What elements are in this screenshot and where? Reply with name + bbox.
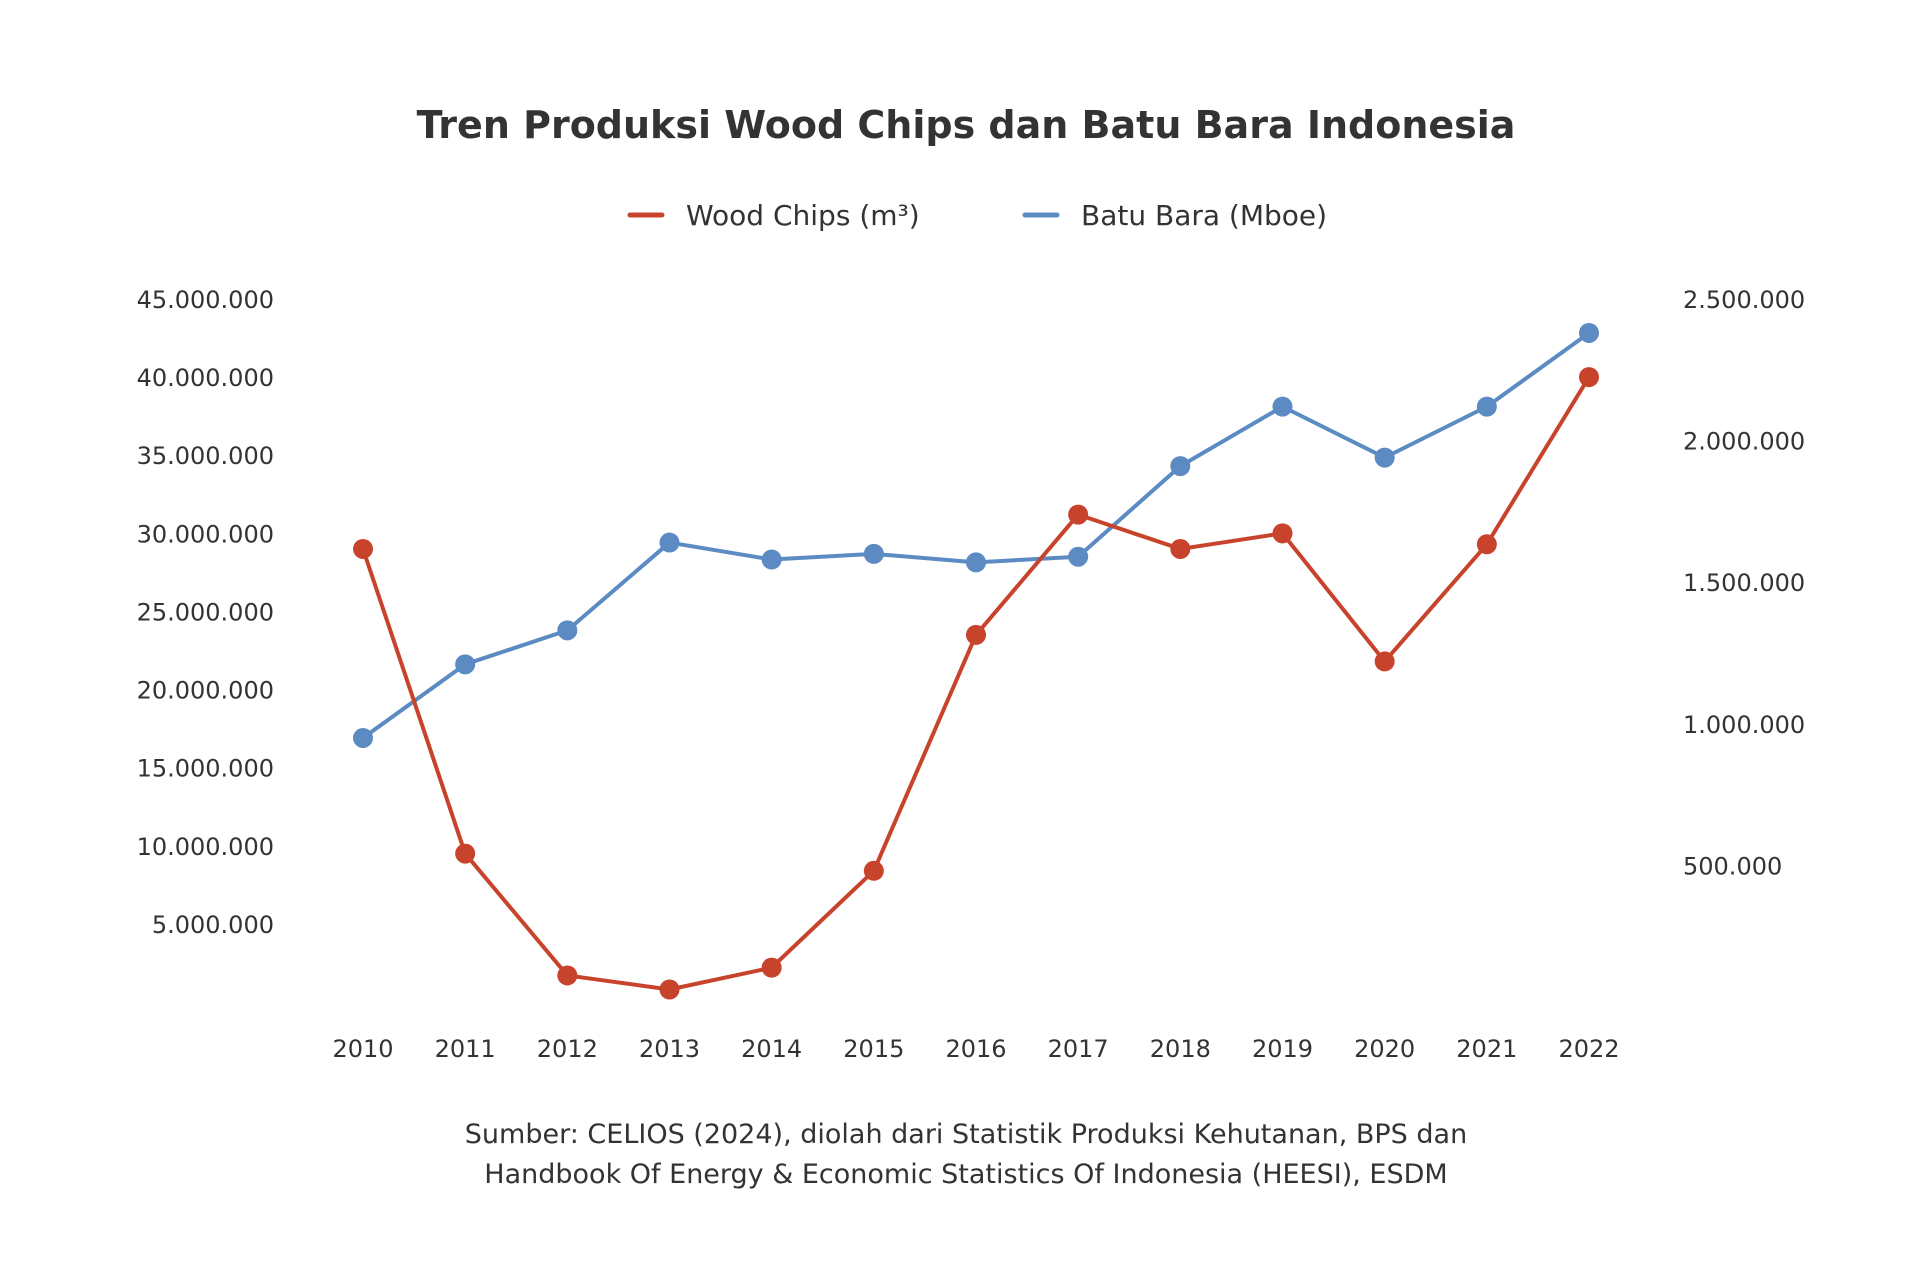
data-point-wood-chips bbox=[557, 965, 578, 986]
y-left-tick-label: 40.000.000 bbox=[137, 364, 274, 392]
series-line-wood-chips bbox=[361, 375, 1591, 992]
x-tick-label: 2011 bbox=[435, 1035, 496, 1063]
x-tick-label: 2013 bbox=[639, 1035, 700, 1063]
x-axis: 2010 2011 2012 2013 2014 2015 2016 2017 2018 2019… bbox=[332, 1035, 1619, 1063]
x-tick-label: 2018 bbox=[1150, 1035, 1211, 1063]
data-point-batu-bara bbox=[761, 549, 782, 570]
data-point-wood-chips bbox=[966, 624, 986, 645]
legend-label-wood-chips: Wood Chips (m³) bbox=[686, 199, 920, 232]
y-left-tick-label: 30.000.000 bbox=[137, 520, 274, 548]
y-left-tick-label: 10.000.000 bbox=[137, 833, 274, 861]
data-point-wood-chips bbox=[1068, 504, 1089, 525]
x-tick-label: 2022 bbox=[1558, 1035, 1619, 1063]
y-left-tick-label: 5.000.000 bbox=[152, 911, 274, 939]
data-point-wood-chips bbox=[353, 538, 373, 559]
data-point-wood-chips bbox=[761, 957, 782, 978]
data-point-batu-bara bbox=[1068, 546, 1089, 567]
y-left-tick-label: 25.000.000 bbox=[137, 598, 274, 626]
data-point-wood-chips bbox=[1579, 367, 1599, 388]
legend-label-batu-bara: Batu Bara (Mboe) bbox=[1081, 199, 1327, 232]
y-left-tick-label: 20.000.000 bbox=[137, 677, 274, 705]
y-left-tick-label: 45.000.000 bbox=[137, 286, 274, 314]
data-point-wood-chips bbox=[1476, 534, 1497, 555]
x-tick-label: 2016 bbox=[945, 1035, 1006, 1063]
x-tick-label: 2017 bbox=[1048, 1035, 1109, 1063]
x-tick-label: 2012 bbox=[537, 1035, 598, 1063]
series-line-batu-bara bbox=[361, 330, 1591, 740]
data-point-batu-bara bbox=[1374, 447, 1395, 468]
y-right-tick-label: 500.000 bbox=[1683, 852, 1782, 880]
data-point-batu-bara bbox=[353, 727, 373, 748]
y-right-tick-label: 1.500.000 bbox=[1683, 569, 1805, 597]
y-left-tick-label: 15.000.000 bbox=[137, 755, 274, 783]
y-left-tick-label: 35.000.000 bbox=[137, 442, 274, 470]
data-point-batu-bara bbox=[966, 552, 986, 573]
legend: Wood Chips (m³) Batu Bara (Mboe) bbox=[627, 199, 1327, 232]
series-points bbox=[353, 322, 1599, 1000]
y-right-tick-label: 2.500.000 bbox=[1683, 286, 1805, 314]
x-tick-label: 2020 bbox=[1354, 1035, 1415, 1063]
x-tick-label: 2019 bbox=[1252, 1035, 1313, 1063]
data-point-batu-bara bbox=[863, 543, 884, 564]
x-tick-label: 2015 bbox=[843, 1035, 904, 1063]
x-tick-label: 2010 bbox=[332, 1035, 393, 1063]
y-right-tick-label: 2.000.000 bbox=[1683, 428, 1805, 456]
y-right-tick-label: 1.000.000 bbox=[1683, 711, 1805, 739]
data-point-wood-chips bbox=[1170, 538, 1191, 559]
data-point-batu-bara bbox=[1170, 456, 1191, 477]
data-point-batu-bara bbox=[455, 654, 476, 675]
chart-title: Tren Produksi Wood Chips dan Batu Bara I… bbox=[417, 103, 1516, 147]
data-point-batu-bara bbox=[1579, 322, 1599, 343]
data-point-wood-chips bbox=[455, 843, 476, 864]
data-point-batu-bara bbox=[659, 532, 680, 553]
source-line-1: Sumber: CELIOS (2024), diolah dari Stati… bbox=[465, 1119, 1467, 1150]
series-lines bbox=[361, 330, 1591, 992]
legend-item-wood-chips: Wood Chips (m³) bbox=[627, 199, 920, 232]
y-axis-right: 500.000 1.000.000 1.500.000 2.000.000 2.500.… bbox=[1683, 286, 1805, 880]
y-axis-left: 5.000.000 10.000.000 15.000.000 20.000.000 2… bbox=[137, 286, 274, 939]
data-point-batu-bara bbox=[1272, 396, 1293, 417]
data-point-wood-chips bbox=[659, 979, 680, 1000]
x-tick-label: 2021 bbox=[1456, 1035, 1517, 1063]
source-line-2: Handbook Of Energy & Economic Statistics… bbox=[484, 1159, 1447, 1190]
data-point-wood-chips bbox=[863, 860, 884, 881]
data-point-batu-bara bbox=[1476, 396, 1497, 417]
data-point-wood-chips bbox=[1374, 651, 1395, 672]
legend-item-batu-bara: Batu Bara (Mboe) bbox=[1022, 199, 1327, 232]
data-point-wood-chips bbox=[1272, 523, 1293, 544]
data-point-batu-bara bbox=[557, 620, 578, 641]
x-tick-label: 2014 bbox=[741, 1035, 802, 1063]
